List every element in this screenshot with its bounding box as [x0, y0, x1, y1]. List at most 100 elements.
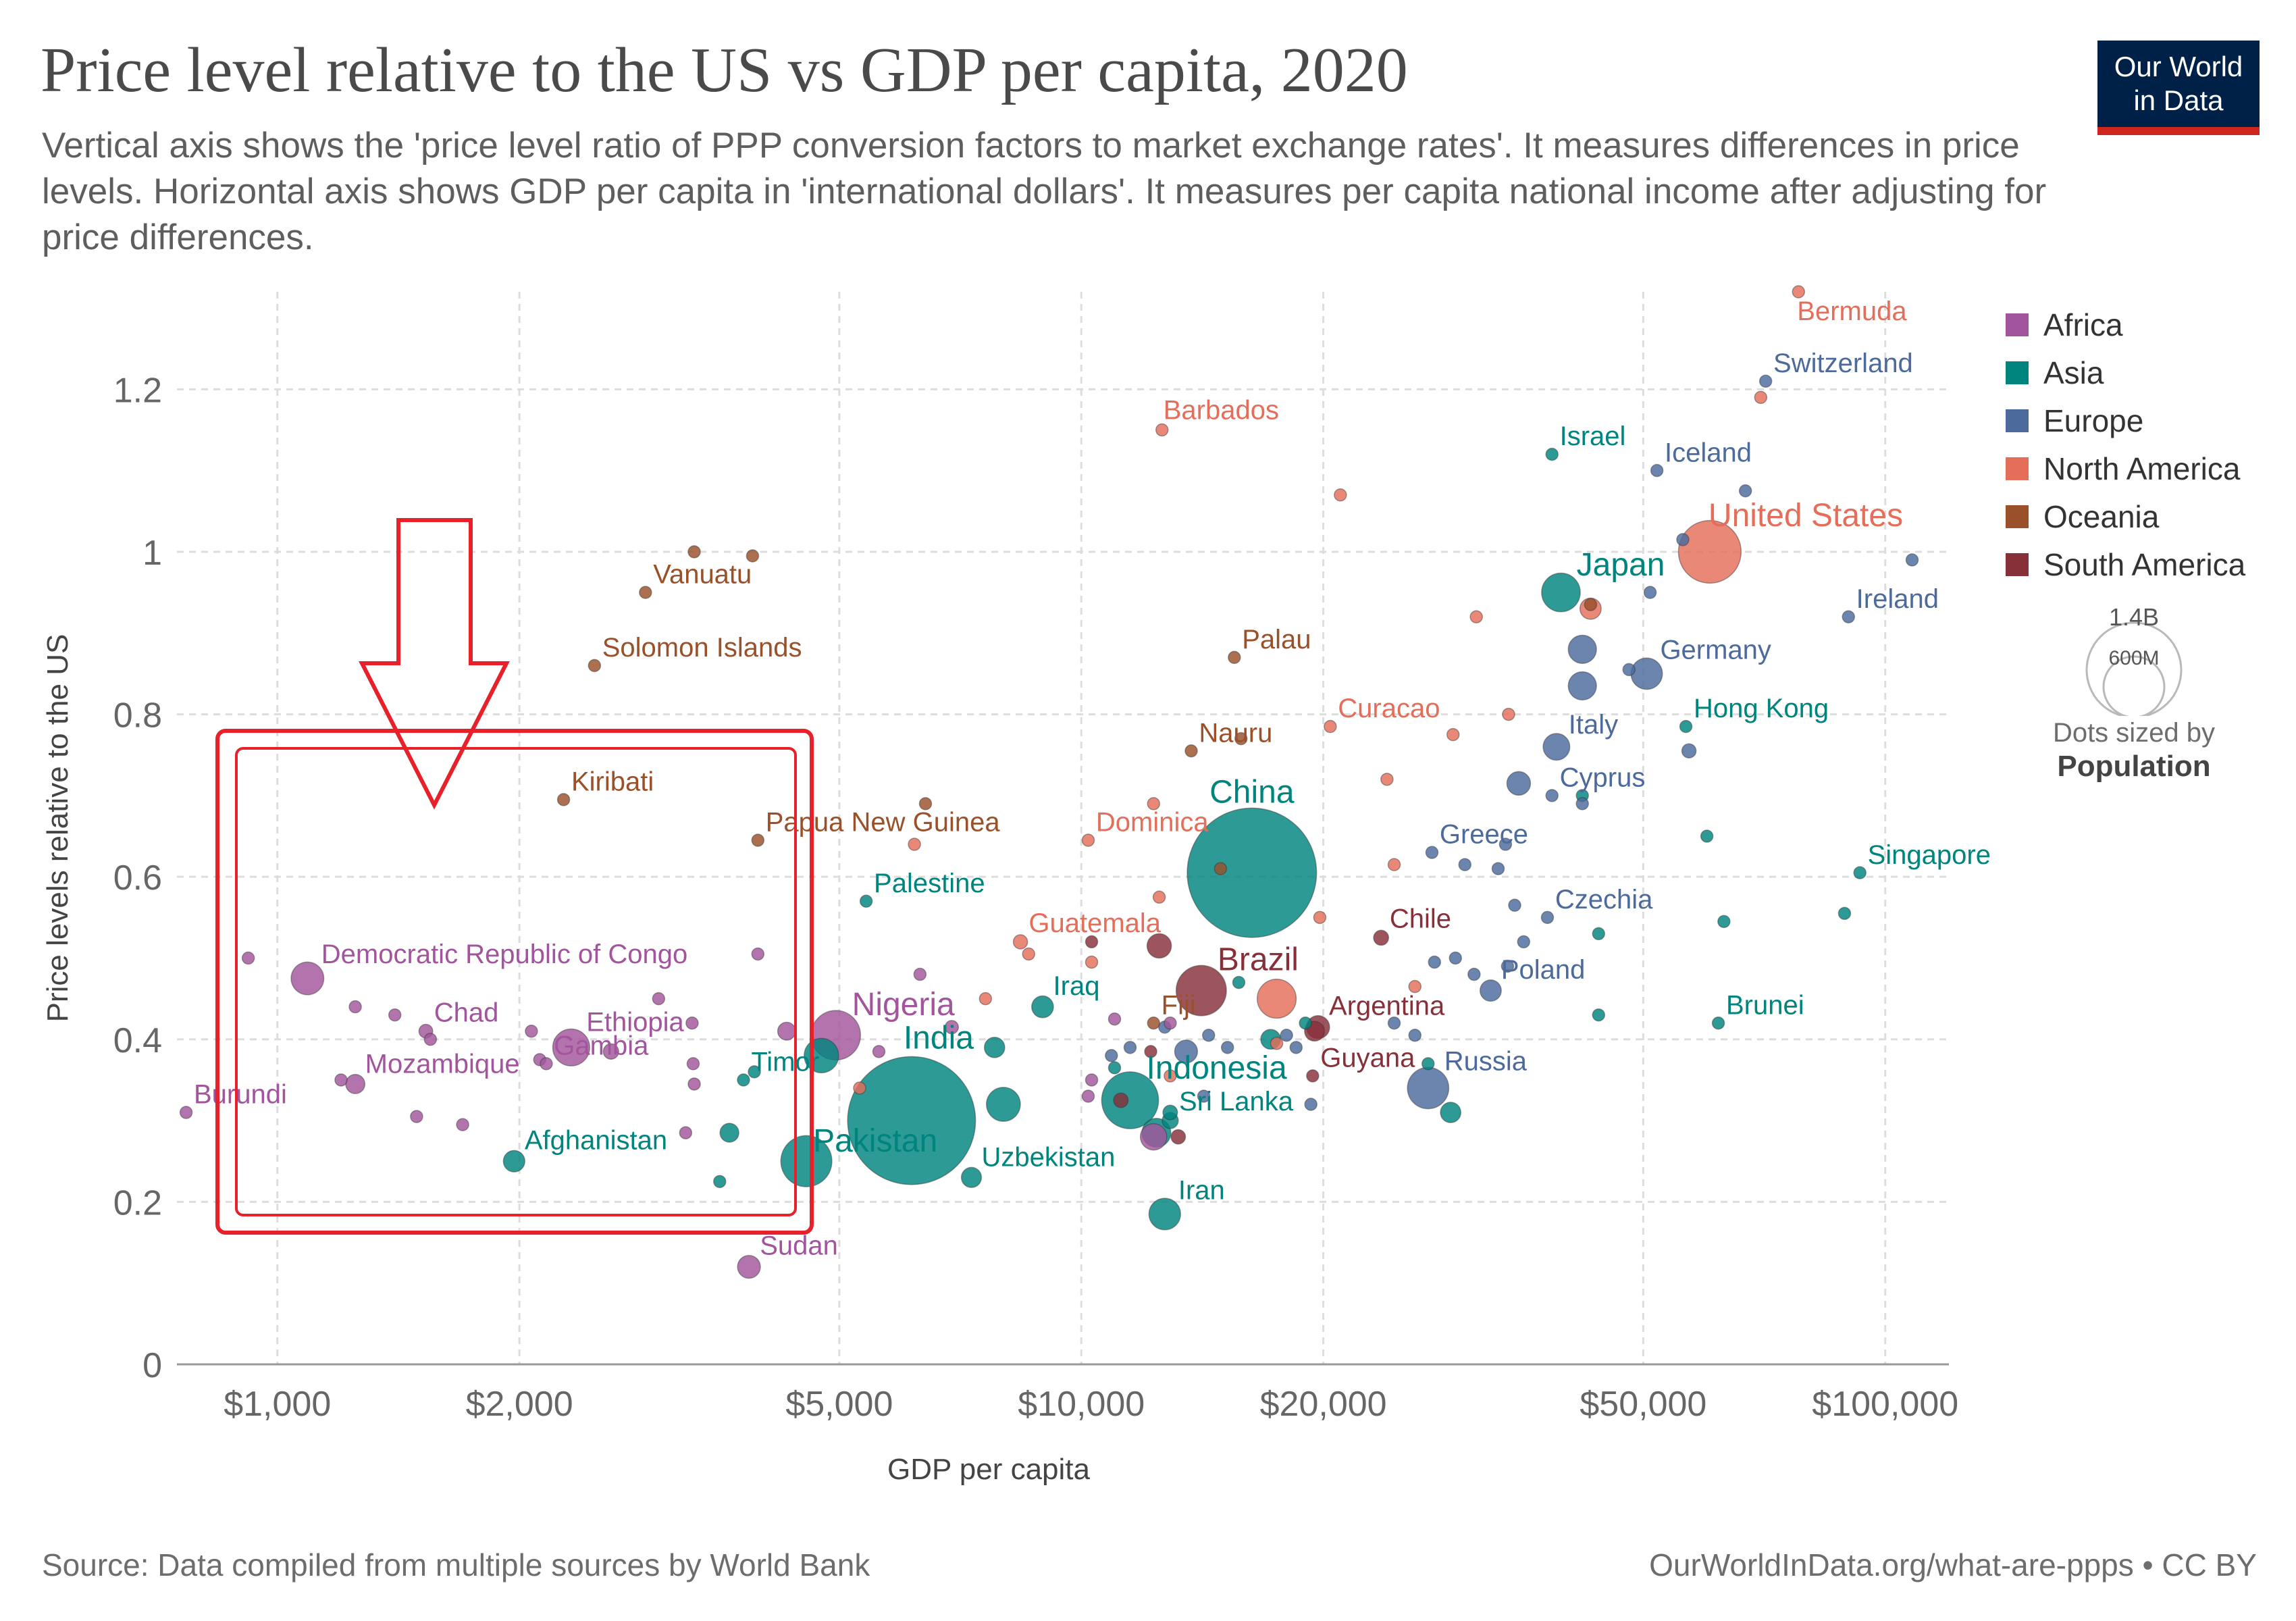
- label-japan: Japan: [1577, 547, 1665, 583]
- point: [1837, 906, 1852, 921]
- point: [1506, 771, 1532, 796]
- point: [1446, 727, 1460, 742]
- point: [1498, 838, 1513, 851]
- label-barbados: Barbados: [1164, 396, 1279, 426]
- legend-item-europe[interactable]: Europe: [2006, 396, 2245, 444]
- point-dominica: [1081, 833, 1095, 847]
- point: [1428, 955, 1442, 969]
- highlight-annotation: [215, 518, 814, 1235]
- point-russia: [1407, 1066, 1450, 1110]
- logo-line-2: in Data: [2133, 84, 2224, 116]
- point: [1144, 1045, 1157, 1058]
- legend-swatch: [2006, 361, 2029, 384]
- label-palau: Palau: [1242, 625, 1311, 654]
- chart-title: Price level relative to the US vs GDP pe…: [41, 35, 1408, 105]
- label-chile: Chile: [1390, 904, 1451, 934]
- point: [1334, 488, 1347, 502]
- point: [853, 1081, 866, 1095]
- point: [1139, 1123, 1168, 1151]
- label-democratic-republic-of-congo: Democratic Republic of Congo: [321, 940, 687, 969]
- credit-link[interactable]: OurWorldInData.org/what-are-ppps • CC BY: [1649, 1547, 2257, 1583]
- label-mozambique: Mozambique: [365, 1049, 520, 1079]
- point: [1085, 935, 1099, 949]
- point-israel: [1545, 447, 1559, 461]
- point: [1107, 1012, 1122, 1026]
- legend-item-north-america[interactable]: North America: [2006, 444, 2245, 492]
- point: [1152, 890, 1166, 904]
- point: [1567, 671, 1597, 701]
- gridlines: [177, 292, 1949, 1364]
- point: [687, 1077, 701, 1091]
- point: [1584, 598, 1598, 611]
- label-singapore: Singapore: [1868, 840, 1991, 870]
- owid-logo[interactable]: Our World in Data: [2097, 41, 2260, 135]
- point: [713, 1175, 727, 1189]
- point: [1592, 1008, 1606, 1022]
- label-palestine: Palestine: [874, 869, 985, 898]
- point: [1202, 1029, 1216, 1042]
- point: [1502, 707, 1515, 721]
- label-israel: Israel: [1560, 421, 1626, 451]
- point: [1467, 967, 1481, 981]
- label-switzerland: Switzerland: [1773, 349, 1913, 378]
- point-iceland: [1650, 463, 1664, 478]
- point: [872, 1045, 886, 1058]
- point-afghanistan: [502, 1150, 525, 1173]
- label-iraq: Iraq: [1053, 971, 1100, 1001]
- point-chile: [1373, 929, 1390, 946]
- label-guatemala: Guatemala: [1028, 908, 1161, 938]
- label-brazil: Brazil: [1218, 942, 1299, 977]
- point: [751, 947, 765, 961]
- point: [1256, 979, 1297, 1019]
- point-czechia: [1540, 910, 1555, 925]
- point-gambia: [540, 1057, 553, 1071]
- point: [686, 1057, 700, 1071]
- y-tick-label: 1: [142, 534, 162, 573]
- legend-item-south-america[interactable]: South America: [2006, 540, 2245, 588]
- point-curacao: [1324, 719, 1337, 734]
- point-democratic-republic-of-congo: [290, 961, 325, 996]
- data-points: [179, 285, 1919, 1279]
- point: [1517, 935, 1531, 949]
- point: [1170, 1129, 1186, 1145]
- point: [748, 1065, 761, 1079]
- label-dominica: Dominica: [1096, 808, 1209, 838]
- point: [913, 967, 927, 981]
- legend-label: Oceania: [2043, 498, 2160, 534]
- point: [1676, 533, 1690, 546]
- label-gambia: Gambia: [554, 1031, 649, 1060]
- legend-label: South America: [2043, 546, 2246, 582]
- source-note[interactable]: Source: Data compiled from multiple sour…: [42, 1547, 870, 1583]
- y-tick-label: 0: [142, 1346, 162, 1385]
- point: [1304, 1098, 1317, 1111]
- axes: 0 0.2 0.4 0.6 0.8 1 1.2 $1,000 $2,000 $5,000 $10,0…: [41, 371, 1958, 1486]
- label-timor: Timor: [751, 1048, 819, 1077]
- point-china: [1186, 807, 1317, 938]
- point: [979, 992, 993, 1006]
- point-sudan: [737, 1254, 761, 1279]
- legend-item-asia[interactable]: Asia: [2006, 349, 2245, 396]
- point: [1575, 797, 1589, 810]
- legend-item-africa[interactable]: Africa: [2006, 301, 2245, 349]
- label-nauru: Nauru: [1199, 718, 1272, 748]
- label-italy: Italy: [1569, 710, 1618, 740]
- point: [410, 1110, 423, 1123]
- point-brazil: [1175, 964, 1227, 1017]
- point-japan: [1541, 572, 1581, 613]
- point: [1164, 1069, 1177, 1083]
- x-tick-label: $2,000: [466, 1385, 573, 1424]
- label-india: India: [904, 1020, 974, 1056]
- point: [1387, 858, 1401, 871]
- point: [423, 1033, 438, 1046]
- point: [1299, 1016, 1312, 1030]
- point-cyprus: [1545, 789, 1559, 802]
- legend-label: Africa: [2043, 307, 2123, 342]
- x-tick-label: $1,000: [224, 1385, 331, 1424]
- point: [1232, 975, 1246, 989]
- point-poland: [1479, 979, 1502, 1002]
- point-burundi: [179, 1106, 193, 1119]
- label-papua-new-guinea: Papua New Guinea: [766, 808, 1001, 838]
- label-curacao: Curacao: [1338, 694, 1440, 723]
- legend-item-oceania[interactable]: Oceania: [2006, 492, 2245, 540]
- size-note-line-2: Population: [2057, 750, 2211, 783]
